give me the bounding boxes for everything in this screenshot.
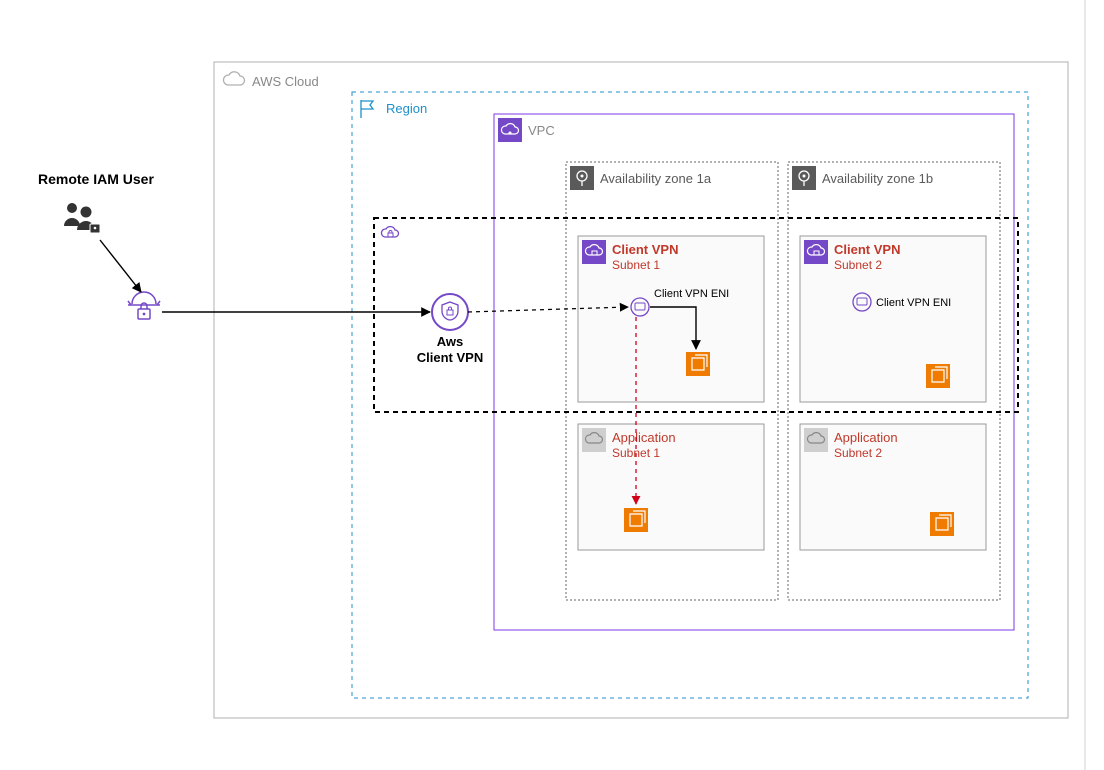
users-icon xyxy=(64,203,100,233)
az2-icon-bg xyxy=(792,166,816,190)
client-vpn-dashed-cloud-icon xyxy=(381,227,398,237)
subnet-app2-container: Application Subnet 2 xyxy=(800,424,986,550)
diagram-canvas: AWS Cloud Region VPC Availability zone 1… xyxy=(0,0,1104,770)
az1-icon-bg xyxy=(570,166,594,190)
ec2-cvpn1-node xyxy=(686,352,710,376)
cloud-icon xyxy=(223,72,244,85)
aws-client-vpn-label-2: Client VPN xyxy=(417,350,483,365)
subnet-cvpn1-container: Client VPN Subnet 1 xyxy=(578,236,764,402)
ec2-app2-node xyxy=(930,512,954,536)
subnet-cvpn2-sub: Subnet 2 xyxy=(834,258,882,272)
aws-client-vpn-node: Aws Client VPN xyxy=(417,294,483,365)
flag-icon xyxy=(361,100,373,118)
router-lock-node xyxy=(128,292,160,319)
aws-cloud-label: AWS Cloud xyxy=(252,74,319,89)
az2-label: Availability zone 1b xyxy=(822,171,933,186)
subnet-cvpn2-title: Client VPN xyxy=(834,242,900,257)
subnet-app1-container: Application Subnet 1 xyxy=(578,424,764,550)
region-label: Region xyxy=(386,101,427,116)
subnet-cvpn1-title: Client VPN xyxy=(612,242,678,257)
eni2-label: Client VPN ENI xyxy=(876,297,951,309)
shield-lock-icon xyxy=(442,302,458,320)
remote-user-label: Remote IAM User xyxy=(38,171,154,187)
subnet-app2-title: Application xyxy=(834,430,898,445)
vpc-label: VPC xyxy=(528,123,555,138)
ec2-cvpn2-node xyxy=(926,364,950,388)
ec2-app1-node xyxy=(624,508,648,532)
subnet-cvpn1-sub: Subnet 1 xyxy=(612,258,660,272)
subnet-app1-title: Application xyxy=(612,430,676,445)
subnet-app2-sub: Subnet 2 xyxy=(834,446,882,460)
remote-user-node: Remote IAM User xyxy=(38,171,154,233)
az1-label: Availability zone 1a xyxy=(600,171,712,186)
subnet-cvpn2-container: Client VPN Subnet 2 xyxy=(800,236,986,402)
aws-client-vpn-label-1: Aws xyxy=(437,334,464,349)
edge-user-to-router xyxy=(100,240,141,292)
eni1-label: Client VPN ENI xyxy=(654,288,729,300)
